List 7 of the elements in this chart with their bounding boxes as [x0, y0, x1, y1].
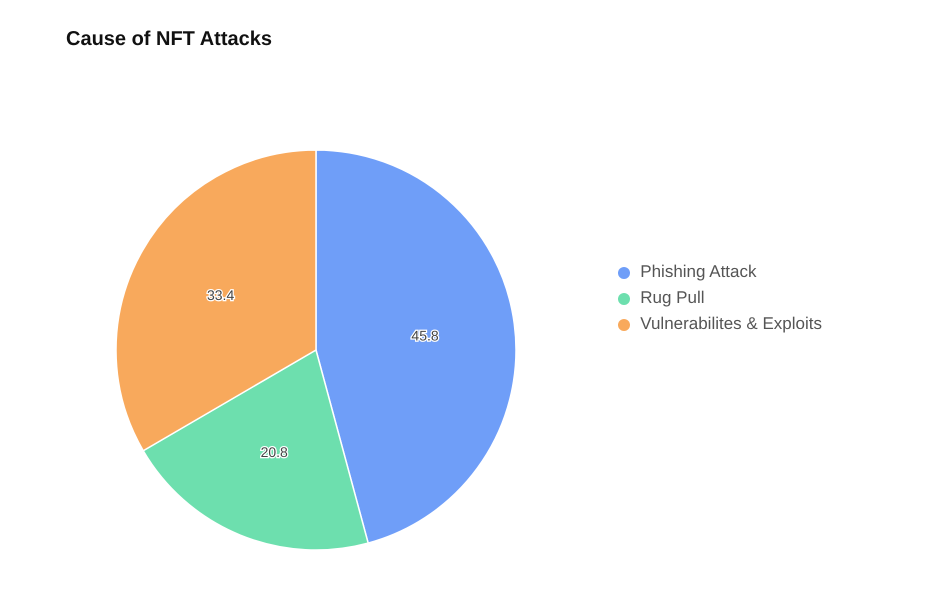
data-label: 20.8 [260, 444, 288, 460]
chart-title: Cause of NFT Attacks [66, 28, 272, 51]
data-label: 45.8 [411, 328, 439, 344]
data-label: 33.4 [206, 287, 234, 304]
legend-label: Rug Pull [640, 288, 705, 307]
legend-label: Vulnerabilites & Exploits [640, 314, 822, 333]
legend-label: Phishing Attack [640, 262, 756, 281]
